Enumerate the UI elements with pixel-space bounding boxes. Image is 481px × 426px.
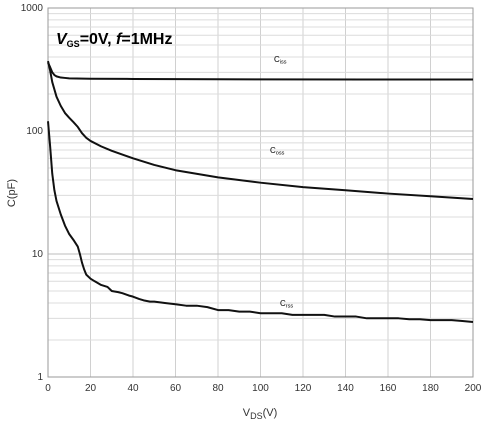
series-label-crss: Crss bbox=[280, 299, 293, 310]
y-tick-label-1: 1 bbox=[37, 372, 43, 383]
grid-lines bbox=[47, 8, 474, 378]
series-label-coss: Coss bbox=[270, 146, 285, 157]
x-tick-label-160: 160 bbox=[380, 383, 397, 394]
x-tick-label-100: 100 bbox=[252, 383, 269, 394]
x-tick-label-120: 120 bbox=[295, 383, 312, 394]
x-tick-label-40: 40 bbox=[127, 383, 139, 394]
x-axis-label: VDS(V) bbox=[243, 407, 278, 421]
y-tick-label-10: 10 bbox=[32, 249, 44, 260]
series-label-ciss: Ciss bbox=[274, 55, 287, 66]
y-axis-label: C(pF) bbox=[6, 179, 18, 207]
y-tick-label-1000: 1000 bbox=[21, 3, 44, 14]
x-tick-label-140: 140 bbox=[337, 383, 354, 394]
tick-labels: 0 20 40 60 80 100 120 140 160 180 200 1 10 100 1000 bbox=[21, 3, 481, 394]
x-tick-label-180: 180 bbox=[422, 383, 439, 394]
y-tick-label-100: 100 bbox=[26, 126, 43, 137]
chart-title: VGS=0V, f=1MHz bbox=[56, 31, 172, 49]
series-line-crss bbox=[47, 121, 474, 323]
x-tick-label-200: 200 bbox=[465, 383, 481, 394]
x-tick-label-20: 20 bbox=[85, 383, 97, 394]
series-lines bbox=[47, 60, 474, 323]
x-tick-label-0: 0 bbox=[45, 383, 51, 394]
plot-frame bbox=[47, 7, 474, 378]
series-line-coss bbox=[47, 60, 474, 200]
series-line-ciss bbox=[47, 62, 473, 81]
x-tick-label-80: 80 bbox=[212, 383, 224, 394]
x-tick-label-60: 60 bbox=[170, 383, 182, 394]
